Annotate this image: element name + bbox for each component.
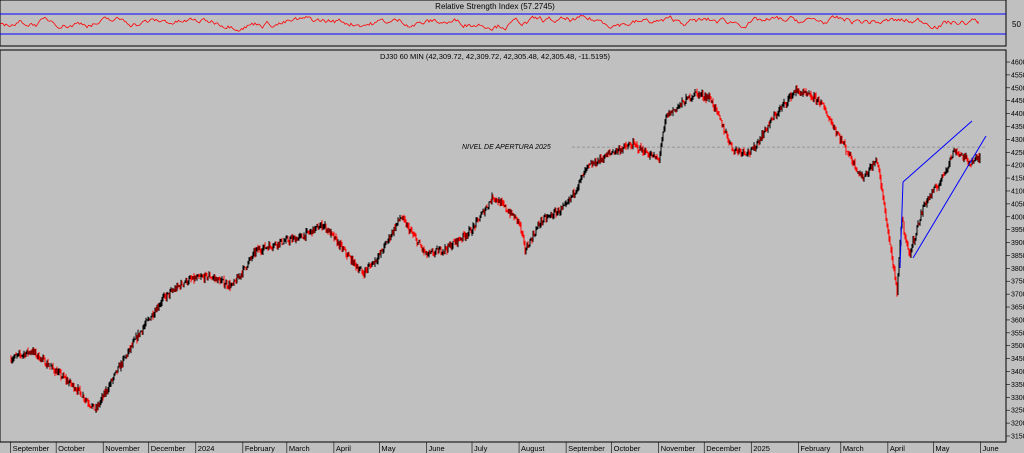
y-tick-label: 38500 — [1011, 253, 1024, 260]
x-tick-label: December — [151, 444, 186, 453]
y-tick-label: 45000 — [1011, 85, 1024, 92]
y-tick-label: 37000 — [1011, 292, 1024, 299]
y-tick-label: 31500 — [1011, 434, 1024, 441]
price-header: DJ30 60 MIN (42,309.72, 42,309.72, 42,30… — [380, 52, 611, 61]
wedge-left-trendline — [899, 181, 904, 269]
y-tick-label: 46000 — [1011, 60, 1024, 67]
y-tick-label: 40000 — [1011, 214, 1024, 221]
x-tick-label: February — [800, 444, 830, 453]
y-tick-label: 40500 — [1011, 201, 1024, 208]
x-tick-label: October — [58, 444, 85, 453]
y-tick-label: 32500 — [1011, 408, 1024, 415]
price-panel — [0, 49, 1007, 443]
rsi-line — [0, 15, 979, 32]
x-tick-label: June — [428, 444, 444, 453]
x-tick-label: June — [982, 444, 998, 453]
y-tick-label: 35500 — [1011, 330, 1024, 337]
y-tick-label: 36000 — [1011, 317, 1024, 324]
time-x-axis: September October November December 2024 Febr… — [0, 441, 1006, 453]
wedge-trendlines — [899, 120, 987, 269]
y-tick-label: 44500 — [1011, 98, 1024, 105]
x-tick-label: September — [13, 444, 50, 453]
y-tick-label: 37500 — [1011, 279, 1024, 286]
y-tick-label: 34500 — [1011, 356, 1024, 363]
price-candles — [10, 84, 981, 413]
price-y-axis: 46000 45500 45000 44500 44000 43500 43000 42500… — [1005, 50, 1024, 442]
x-tick-label: August — [521, 444, 545, 453]
y-tick-label: 42500 — [1011, 150, 1024, 157]
x-tick-label: May — [935, 444, 949, 453]
y-tick-label: 43500 — [1011, 124, 1024, 131]
opening-level-annotation: NIVEL DE APERTURA 2025 — [462, 144, 551, 151]
x-tick-label: February — [245, 444, 275, 453]
y-tick-label: 41500 — [1011, 176, 1024, 183]
wedge-upper-trendline — [902, 120, 973, 183]
y-tick-label: 35000 — [1011, 343, 1024, 350]
y-tick-label: 32000 — [1011, 421, 1024, 428]
y-tick-label: 43000 — [1011, 137, 1024, 144]
x-tick-label: July — [474, 444, 488, 453]
x-tick-label: December — [706, 444, 741, 453]
y-tick-label: 41000 — [1011, 188, 1024, 195]
x-tick-label: March — [843, 444, 864, 453]
y-tick-label: 36500 — [1011, 305, 1024, 312]
x-tick-label: May — [381, 444, 395, 453]
y-tick-label: 45500 — [1011, 72, 1024, 79]
rsi-level-label: 50 — [1012, 20, 1021, 29]
y-tick-label: 42000 — [1011, 163, 1024, 170]
y-tick-label: 33000 — [1011, 395, 1024, 402]
x-tick-label: September — [568, 444, 605, 453]
x-tick-label: November — [105, 444, 140, 453]
y-tick-label: 38000 — [1011, 266, 1024, 273]
x-tick-label: March — [289, 444, 310, 453]
x-tick-label: 2025 — [753, 444, 770, 453]
x-tick-label: April — [890, 444, 905, 453]
x-tick-label: 2024 — [198, 444, 215, 453]
y-tick-label: 39500 — [1011, 227, 1024, 234]
y-tick-label: 34000 — [1011, 369, 1024, 376]
x-tick-label: November — [661, 444, 696, 453]
rsi-title: Relative Strength Index (57.2745) — [435, 2, 555, 11]
x-tick-label: October — [614, 444, 641, 453]
y-tick-label: 44000 — [1011, 111, 1024, 118]
y-tick-label: 39000 — [1011, 240, 1024, 247]
y-tick-label: 33500 — [1011, 382, 1024, 389]
wedge-lower-trendline — [912, 135, 987, 259]
x-tick-label: April — [336, 444, 351, 453]
